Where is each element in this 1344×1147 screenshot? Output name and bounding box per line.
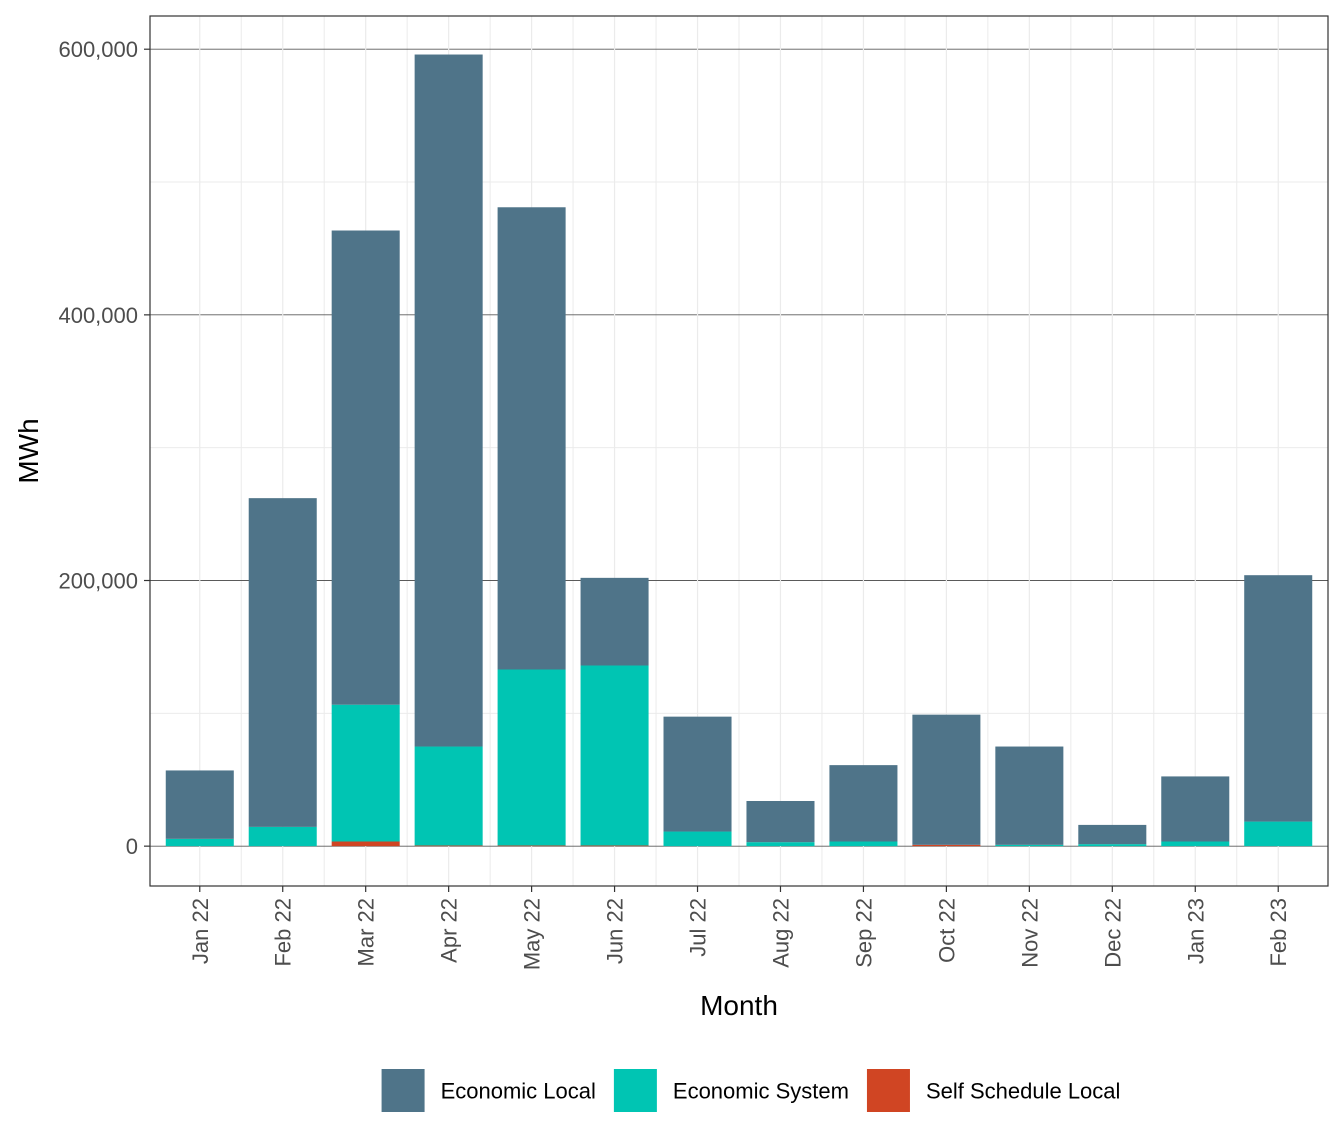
bar-self-schedule-local (497, 845, 566, 847)
y-tick-label: 600,000 (58, 37, 138, 62)
bar-economic-local (1078, 824, 1147, 845)
bar-self-schedule-local (580, 845, 649, 847)
bar-economic-local (995, 746, 1064, 845)
bar-economic-system (1161, 841, 1230, 847)
bar-economic-system (331, 704, 400, 842)
bar-economic-local (331, 230, 400, 705)
bar-economic-local (414, 54, 483, 747)
x-tick-label: Jan 22 (188, 898, 213, 964)
minor-gridlines (150, 16, 1328, 886)
bar-economic-system (995, 844, 1064, 847)
bar-economic-system (1244, 821, 1313, 847)
y-axis: 0 200,000 400,000 600,000 (58, 37, 150, 859)
bar-economic-system (663, 831, 732, 847)
x-tick-label: Jul 22 (686, 898, 711, 957)
legend-key-economic-system (613, 1069, 657, 1112)
x-tick-label: Aug 22 (768, 898, 793, 968)
x-tick-label: Dec 22 (1100, 898, 1125, 968)
x-tick-label: Nov 22 (1017, 898, 1042, 968)
x-axis-title: Month (700, 990, 778, 1021)
bar-self-schedule-local (912, 844, 981, 847)
legend-label-economic-local: Economic Local (441, 1079, 596, 1104)
x-tick-label: Jan 23 (1183, 898, 1208, 964)
bar-economic-system (580, 665, 649, 846)
bar-economic-local (165, 770, 234, 839)
bar-economic-local (746, 800, 815, 843)
bar-self-schedule-local (331, 841, 400, 847)
bar-economic-system (1078, 844, 1147, 847)
bar-self-schedule-local (414, 845, 483, 847)
bar-economic-local (580, 577, 649, 666)
x-tick-label: Jun 22 (603, 898, 628, 964)
bar-economic-local (912, 714, 981, 845)
bar-economic-local (497, 207, 566, 670)
y-tick-label: 400,000 (58, 303, 138, 328)
x-tick-label: Mar 22 (354, 898, 379, 966)
x-axis: Jan 22 Feb 22 Mar 22 Apr 22 May 22 Jun 22 Jul … (188, 886, 1291, 970)
bar-economic-system (248, 826, 317, 847)
x-tick-label: Oct 22 (934, 898, 959, 963)
bar-economic-system (746, 842, 815, 847)
legend-label-self-schedule-local: Self Schedule Local (926, 1079, 1120, 1104)
bar-economic-system (165, 838, 234, 847)
x-tick-label: Feb 23 (1266, 898, 1291, 967)
y-tick-label: 200,000 (58, 569, 138, 594)
bar-economic-system (414, 746, 483, 846)
plot-panel-border (149, 15, 1329, 887)
y-tick-label: 0 (126, 834, 138, 859)
bar-economic-local (248, 498, 317, 827)
x-tick-label: May 22 (520, 898, 545, 970)
x-tick-label: Feb 22 (271, 898, 296, 967)
bar-economic-system (497, 669, 566, 846)
y-axis-title: MWh (13, 418, 44, 483)
bar-marks (165, 54, 1313, 847)
x-tick-label: Sep 22 (851, 898, 876, 968)
legend: Economic Local Economic System Self Schedu… (381, 1069, 1120, 1112)
legend-key-economic-local (381, 1069, 425, 1112)
bar-economic-local (829, 765, 898, 842)
legend-label-economic-system: Economic System (673, 1079, 849, 1104)
legend-key-self-schedule-local (866, 1069, 910, 1112)
bar-economic-local (1244, 575, 1313, 822)
bar-economic-system (829, 841, 898, 847)
bar-economic-local (663, 716, 732, 832)
bar-economic-local (1161, 776, 1230, 842)
x-tick-label: Apr 22 (437, 898, 462, 963)
